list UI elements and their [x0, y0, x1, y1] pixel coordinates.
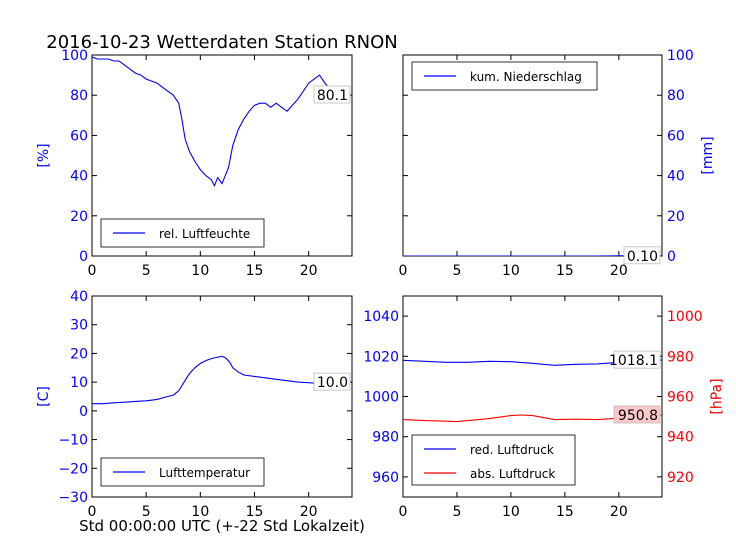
x-tick-label: 5: [452, 504, 461, 520]
y-axis-label: [%]: [36, 143, 52, 167]
panel-top-left: 0 5 10 15 20 0 20 40 60 80 100 [%] 80.1 rel. Luftfeuc…: [36, 48, 353, 279]
y-tick-label: 0: [79, 404, 88, 420]
y-tick-label: 80: [667, 88, 685, 104]
x-tick-label: 5: [142, 263, 151, 279]
y-axis-label: [C]: [36, 386, 52, 407]
y-tick-label: 80: [70, 88, 88, 104]
legend: red. Luftdruck abs. Luftdruck: [411, 434, 576, 486]
panel-top-right: 0 5 10 15 20 0 20 40 60 80 100 [mm] 0.10 kum. Nieders…: [399, 48, 716, 279]
x-tick-label: 10: [191, 263, 209, 279]
figure-title: 2016-10-23 Wetterdaten Station RNON: [46, 32, 397, 53]
legend-label: rel. Luftfeuchte: [159, 227, 250, 241]
y-axis-label: [hPa]: [709, 378, 725, 414]
x-tick-label: 0: [399, 263, 408, 279]
annotation-box: [313, 85, 351, 104]
axes-frame: [91, 295, 353, 498]
y-tick-label: 0: [667, 249, 676, 265]
annotation-label: 10.0: [317, 375, 348, 391]
y-tick-label: −10: [58, 433, 88, 449]
x-tick-label: 0: [88, 504, 97, 520]
x-tick-label: 15: [246, 504, 264, 520]
x-tick-label: 10: [502, 263, 520, 279]
x-tick-label: 0: [399, 504, 408, 520]
legend-label: red. Luftdruck: [470, 443, 554, 457]
y-tick-label-right: 940: [667, 430, 694, 446]
y-tick-label: 60: [70, 128, 88, 144]
y-tick-label-right: 1000: [667, 309, 703, 325]
annotation-box: [613, 350, 661, 369]
x-tick-label: 10: [502, 504, 520, 520]
panel-bottom-right: 0 5 10 15 20 960 980 1000 1020 1040 920 940 960 980 10…: [363, 295, 725, 520]
annotation-box: [623, 246, 661, 265]
panel-bottom-left: 0 5 10 15 20 −30 −20 −10 0 10 20 30 40 [C] 10.0 Lufttem…: [36, 289, 353, 520]
y-tick-label: 20: [667, 209, 685, 225]
y-tick-label-right: 980: [667, 349, 694, 365]
series-line-0: [92, 56, 352, 188]
annotation-label: 80.1: [317, 88, 348, 104]
x-tick-label: 15: [246, 263, 264, 279]
y-tick-label: 1040: [363, 309, 399, 325]
x-tick-label: 5: [142, 504, 151, 520]
y-tick-label: 20: [70, 209, 88, 225]
y-tick-label-right: 920: [667, 470, 694, 486]
y-tick-label: 1000: [363, 390, 399, 406]
legend-label: Lufttemperatur: [159, 466, 250, 480]
legend: kum. Niederschlag: [411, 61, 598, 91]
x-tick-label: 20: [610, 504, 628, 520]
figure-xlabel: Std 00:00:00 UTC (+-22 Std Lokalzeit): [79, 517, 365, 535]
x-tick-label: 15: [556, 263, 574, 279]
legend-label: abs. Luftdruck: [470, 467, 555, 481]
x-tick-label: 5: [452, 263, 461, 279]
y-tick-label: −30: [58, 490, 88, 506]
annotation-label: 1018.1: [609, 353, 658, 369]
y-tick-label: 30: [70, 318, 88, 334]
y-tick-label: 20: [70, 346, 88, 362]
y-tick-label: 40: [70, 169, 88, 185]
axes-frame: [91, 54, 353, 257]
y-tick-label: 40: [667, 169, 685, 185]
y-tick-label: 100: [61, 48, 88, 64]
legend: Lufttemperatur: [100, 457, 265, 487]
x-tick-label: 20: [610, 263, 628, 279]
legend: rel. Luftfeuchte: [100, 218, 265, 248]
annotation-box: [313, 372, 351, 391]
y-tick-label: 100: [667, 48, 694, 64]
y-axis-label: [mm]: [700, 136, 716, 174]
x-tick-label: 0: [88, 263, 97, 279]
y-tick-label: 980: [372, 430, 399, 446]
legend-label: kum. Niederschlag: [470, 70, 582, 84]
y-tick-label: 1020: [363, 349, 399, 365]
x-tick-label: 20: [300, 504, 318, 520]
x-tick-label: 10: [191, 504, 209, 520]
annotation-label: 0.10: [627, 249, 658, 265]
y-tick-label: 60: [667, 128, 685, 144]
x-tick-label: 15: [556, 504, 574, 520]
series-line-1: [403, 414, 662, 423]
series-line-0: [92, 355, 352, 405]
y-tick-label: 40: [70, 289, 88, 305]
y-tick-label-right: 960: [667, 390, 694, 406]
annotation-label: 950.8: [618, 408, 658, 424]
x-tick-label: 20: [300, 263, 318, 279]
y-tick-label: 10: [70, 375, 88, 391]
annotation-box: [613, 405, 661, 424]
y-tick-label: 0: [79, 249, 88, 265]
y-tick-label: 960: [372, 470, 399, 486]
legend-frame: [411, 434, 576, 486]
y-tick-label: −20: [58, 461, 88, 477]
